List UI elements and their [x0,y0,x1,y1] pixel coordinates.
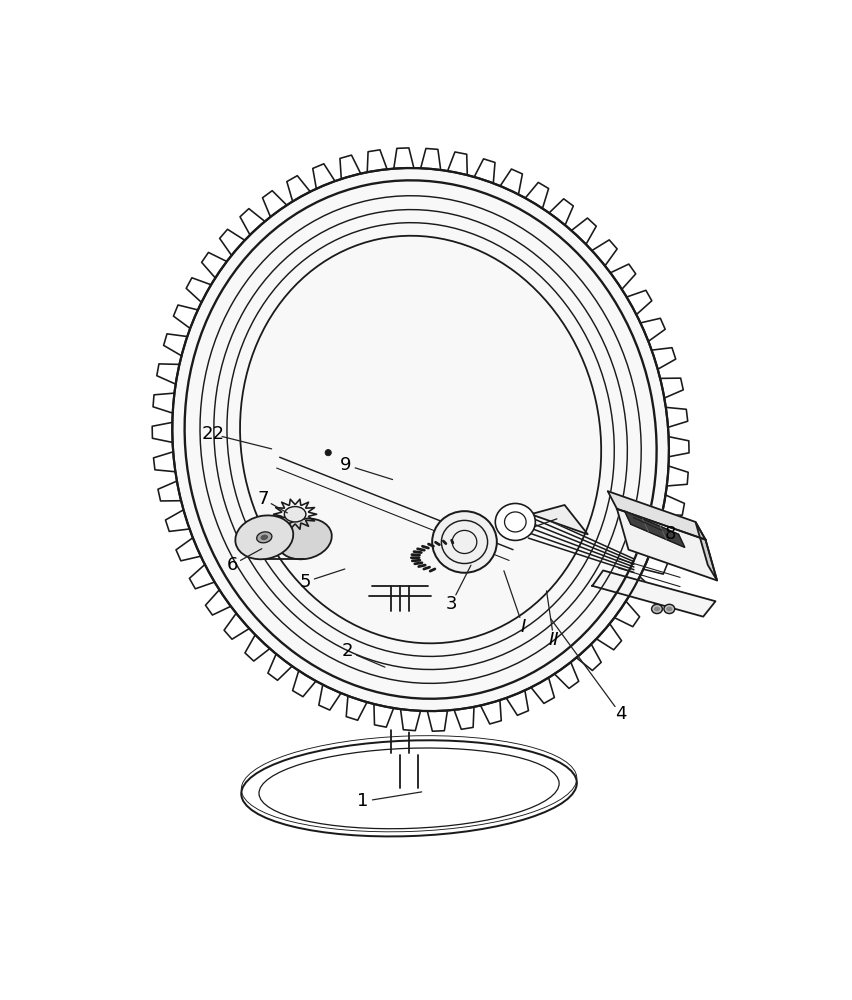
Ellipse shape [239,236,601,643]
Polygon shape [607,491,705,540]
Text: 1: 1 [357,792,368,810]
Text: I: I [520,618,525,636]
Text: 22: 22 [201,425,224,443]
Text: 7: 7 [256,490,268,508]
Text: 9: 9 [340,456,351,474]
Ellipse shape [432,511,496,573]
Polygon shape [694,522,717,580]
Ellipse shape [260,535,268,540]
Polygon shape [530,505,587,534]
Text: 2: 2 [342,642,353,660]
Polygon shape [591,570,715,617]
Ellipse shape [172,168,668,711]
Ellipse shape [235,515,293,559]
Ellipse shape [665,607,671,611]
Ellipse shape [653,607,659,611]
Ellipse shape [284,507,306,522]
Text: II: II [548,631,558,649]
Polygon shape [267,528,631,599]
Text: 3: 3 [445,595,457,613]
Ellipse shape [277,518,331,559]
Ellipse shape [325,450,331,456]
Polygon shape [616,509,717,580]
Ellipse shape [256,532,272,543]
Text: 8: 8 [665,525,676,543]
Text: 4: 4 [614,705,626,723]
Text: 6: 6 [226,556,238,574]
Ellipse shape [663,604,674,614]
Ellipse shape [241,740,576,836]
Ellipse shape [151,146,689,733]
Text: 5: 5 [299,573,310,591]
Polygon shape [624,511,684,547]
Ellipse shape [651,604,662,614]
Ellipse shape [495,503,535,540]
